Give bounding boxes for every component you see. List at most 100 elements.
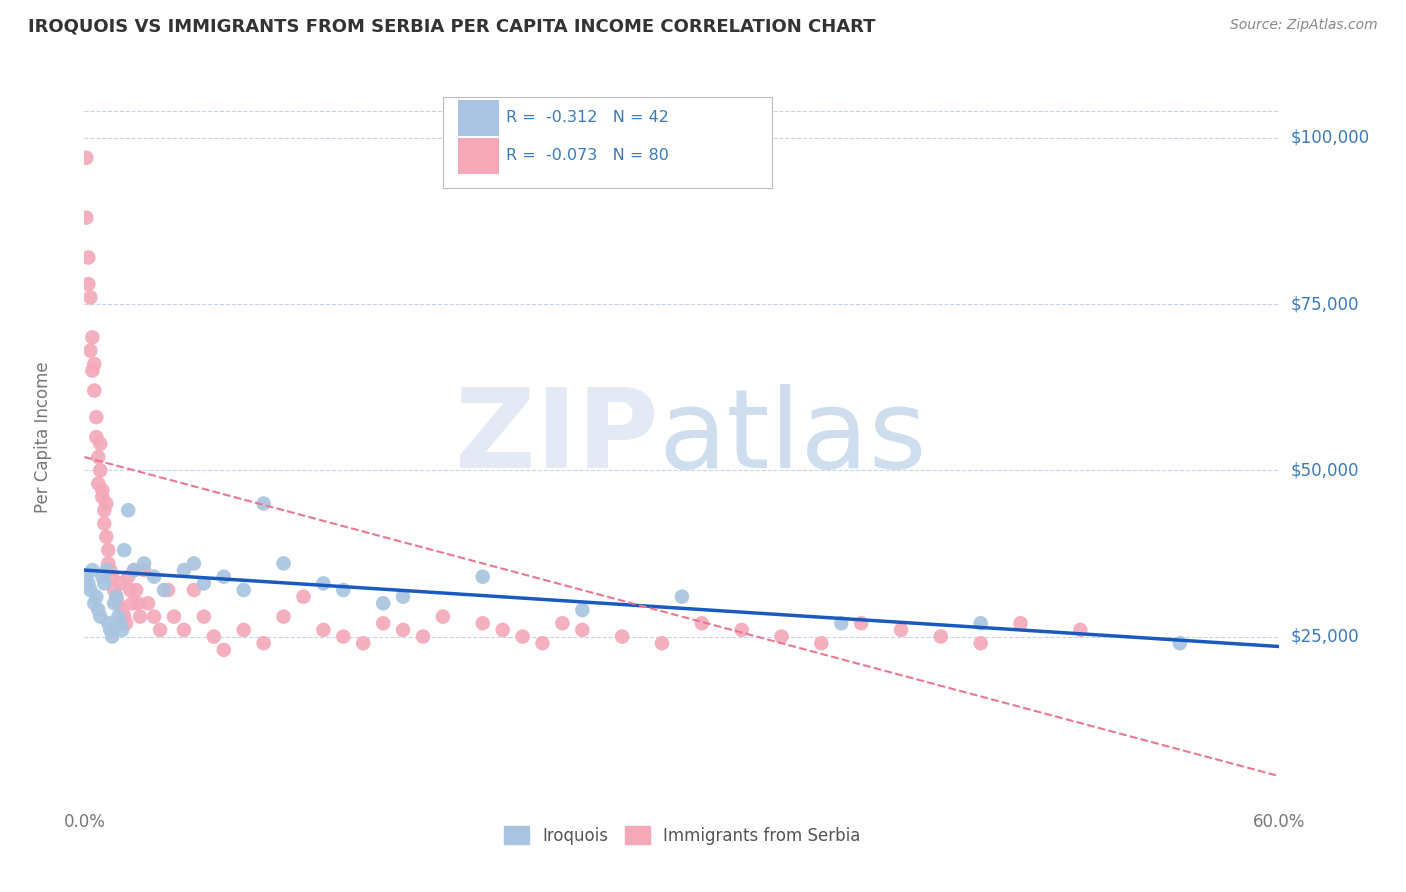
Point <box>157 582 180 597</box>
Point <box>111 623 134 637</box>
Text: $50,000: $50,000 <box>1291 461 1360 479</box>
Text: Source: ZipAtlas.com: Source: ZipAtlas.com <box>1230 18 1378 32</box>
Point <box>731 623 754 637</box>
Point <box>1010 616 1032 631</box>
Text: $100,000: $100,000 <box>1291 128 1369 147</box>
Point <box>232 582 254 597</box>
Point <box>122 563 145 577</box>
Point <box>121 596 143 610</box>
Point <box>312 623 335 637</box>
Point <box>212 643 235 657</box>
Point <box>96 563 118 577</box>
Point <box>101 630 124 644</box>
FancyBboxPatch shape <box>458 137 499 174</box>
Point <box>77 576 100 591</box>
Point <box>651 636 673 650</box>
Point <box>129 609 152 624</box>
Point <box>91 483 114 498</box>
Point <box>273 609 295 624</box>
Point <box>120 582 142 597</box>
Point <box>105 590 128 604</box>
Point <box>253 497 276 511</box>
Point <box>373 616 395 631</box>
Point <box>79 582 101 597</box>
Point <box>103 582 125 597</box>
Point <box>1168 636 1191 650</box>
Point <box>143 609 166 624</box>
Point <box>202 630 225 644</box>
Point <box>96 497 118 511</box>
Point <box>96 530 118 544</box>
Point <box>77 251 100 265</box>
Point <box>87 603 110 617</box>
Text: atlas: atlas <box>658 384 927 491</box>
Point <box>115 616 138 631</box>
Point <box>83 357 105 371</box>
Point <box>612 630 634 644</box>
Point <box>352 636 374 650</box>
Point <box>512 630 534 644</box>
Point <box>332 582 354 597</box>
Point <box>132 557 156 571</box>
Point <box>890 623 912 637</box>
Point <box>117 503 139 517</box>
Point <box>1069 623 1091 637</box>
Point <box>91 570 114 584</box>
Point <box>312 576 335 591</box>
Point <box>98 563 121 577</box>
Point <box>98 623 121 637</box>
Point <box>183 557 205 571</box>
Point <box>132 563 156 577</box>
Point <box>412 630 434 644</box>
Point <box>193 576 215 591</box>
Point <box>571 623 593 637</box>
Point <box>671 590 693 604</box>
Point <box>253 636 276 650</box>
Point <box>153 582 176 597</box>
Point <box>929 630 952 644</box>
Point <box>107 609 129 624</box>
Point <box>117 570 139 584</box>
Point <box>292 590 315 604</box>
Point <box>86 410 108 425</box>
Point <box>82 330 104 344</box>
Point <box>970 616 993 631</box>
Point <box>89 463 111 477</box>
Point <box>136 596 159 610</box>
Point <box>970 636 993 650</box>
Point <box>183 582 205 597</box>
Point <box>93 516 115 531</box>
Point <box>83 596 105 610</box>
Point <box>531 636 554 650</box>
Point <box>97 616 120 631</box>
Point <box>571 603 593 617</box>
Point <box>89 609 111 624</box>
Point <box>830 616 852 631</box>
Point <box>163 609 186 624</box>
Point <box>75 570 97 584</box>
Legend: Iroquois, Immigrants from Serbia: Iroquois, Immigrants from Serbia <box>495 818 869 853</box>
Point <box>125 582 148 597</box>
Point <box>810 636 832 650</box>
Point <box>471 616 494 631</box>
Text: R =  -0.073   N = 80: R = -0.073 N = 80 <box>506 148 669 163</box>
Point <box>173 623 195 637</box>
Point <box>122 563 145 577</box>
Point <box>77 277 100 292</box>
Point <box>89 436 111 450</box>
Text: $25,000: $25,000 <box>1291 628 1360 646</box>
Point <box>75 211 97 225</box>
Point <box>111 603 134 617</box>
Point <box>173 563 195 577</box>
Text: $75,000: $75,000 <box>1291 295 1360 313</box>
Point <box>392 590 415 604</box>
Point <box>551 616 574 631</box>
Point <box>110 576 132 591</box>
Point <box>332 630 354 644</box>
Point <box>471 570 494 584</box>
Text: ZIP: ZIP <box>454 384 658 491</box>
Point <box>232 623 254 637</box>
Point <box>690 616 713 631</box>
Point <box>492 623 515 637</box>
Point <box>770 630 793 644</box>
